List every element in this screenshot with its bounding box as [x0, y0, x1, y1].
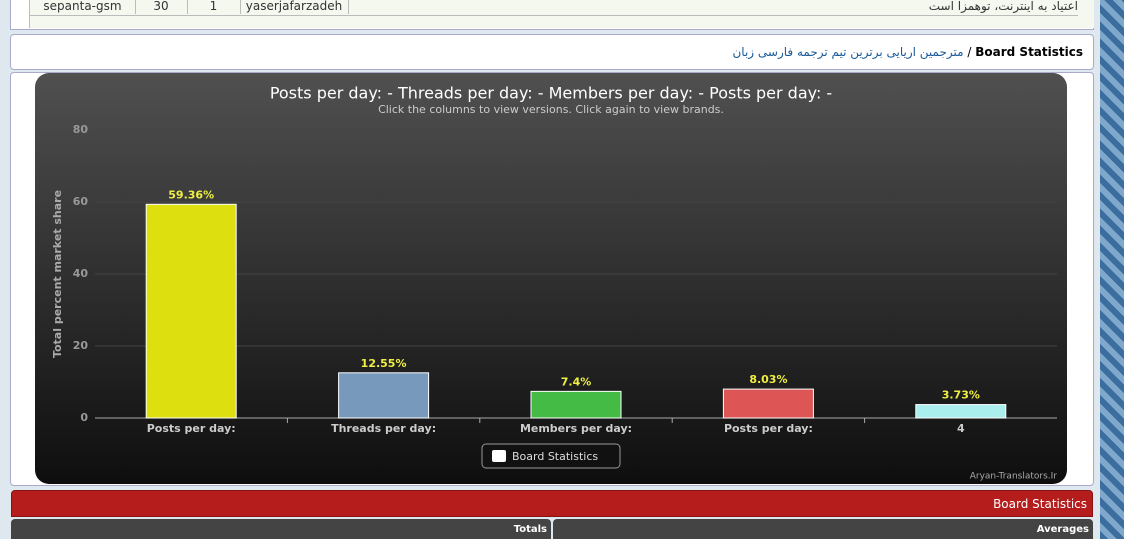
y-tick-label: 80: [73, 123, 89, 136]
bar: [915, 404, 1007, 419]
x-tick-label: Threads per day:: [331, 422, 436, 435]
topic-table: sepanta-gsm 30 1 yaserjafarzadeh اعتیاد …: [10, 0, 1094, 30]
x-tick-label: Members per day:: [520, 422, 632, 435]
totals-header: Totals: [11, 519, 551, 539]
data-label: 3.73%: [942, 389, 980, 402]
data-label: 12.55%: [361, 357, 407, 370]
data-label: 7.4%: [561, 375, 592, 388]
y-tick-label: 20: [73, 339, 89, 352]
y-tick-label: 60: [73, 195, 89, 208]
chart-background: [35, 73, 1067, 484]
section-header: Board Statistics: [11, 490, 1093, 517]
breadcrumb-bar: مترجمین اریایی برترین تیم ترجمه فارسی زب…: [10, 34, 1094, 70]
data-label: 59.36%: [168, 188, 214, 201]
breadcrumb: مترجمین اریایی برترین تیم ترجمه فارسی زب…: [732, 45, 1083, 59]
x-tick-label: Posts per day:: [147, 422, 236, 435]
side-pattern: [1100, 0, 1124, 539]
data-label: 8.03%: [749, 373, 787, 386]
bar: [338, 372, 430, 419]
breadcrumb-link[interactable]: مترجمین اریایی برترین تیم ترجمه فارسی زب…: [732, 45, 964, 59]
cell: sepanta-gsm: [30, 0, 136, 14]
legend-entry[interactable]: Board Statistics: [512, 450, 598, 463]
x-tick-label: 4: [957, 422, 965, 435]
bar: [722, 388, 814, 419]
legend-box[interactable]: [481, 443, 621, 469]
bar: [145, 203, 237, 419]
bar: [530, 390, 622, 419]
cell: 30: [135, 0, 188, 14]
chart-subtitle: Click the columns to view versions. Clic…: [378, 103, 724, 116]
legend-swatch: [492, 450, 506, 462]
credit: Aryan-Translators.Ir: [970, 472, 1058, 482]
chart: Posts per day: - Threads per day: - Memb…: [35, 73, 1067, 484]
y-tick-label: 0: [80, 411, 88, 424]
table-row: sepanta-gsm 30 1 yaserjafarzadeh اعتیاد …: [29, 0, 1094, 28]
separator: /: [967, 45, 972, 59]
y-tick-label: 40: [73, 267, 89, 280]
x-tick-label: Posts per day:: [724, 422, 813, 435]
breadcrumb-current: Board Statistics: [975, 45, 1083, 59]
cell: اعتیاد به اینترنت، توهمزا است: [928, 0, 1078, 13]
row-divider: [30, 15, 1078, 16]
y-axis-label: Total percent market share: [51, 190, 64, 358]
cell: 1: [187, 0, 241, 14]
chart-title: Posts per day: - Threads per day: - Memb…: [270, 84, 832, 103]
averages-header: Averages: [553, 519, 1093, 539]
cell: yaserjafarzadeh: [240, 0, 349, 14]
